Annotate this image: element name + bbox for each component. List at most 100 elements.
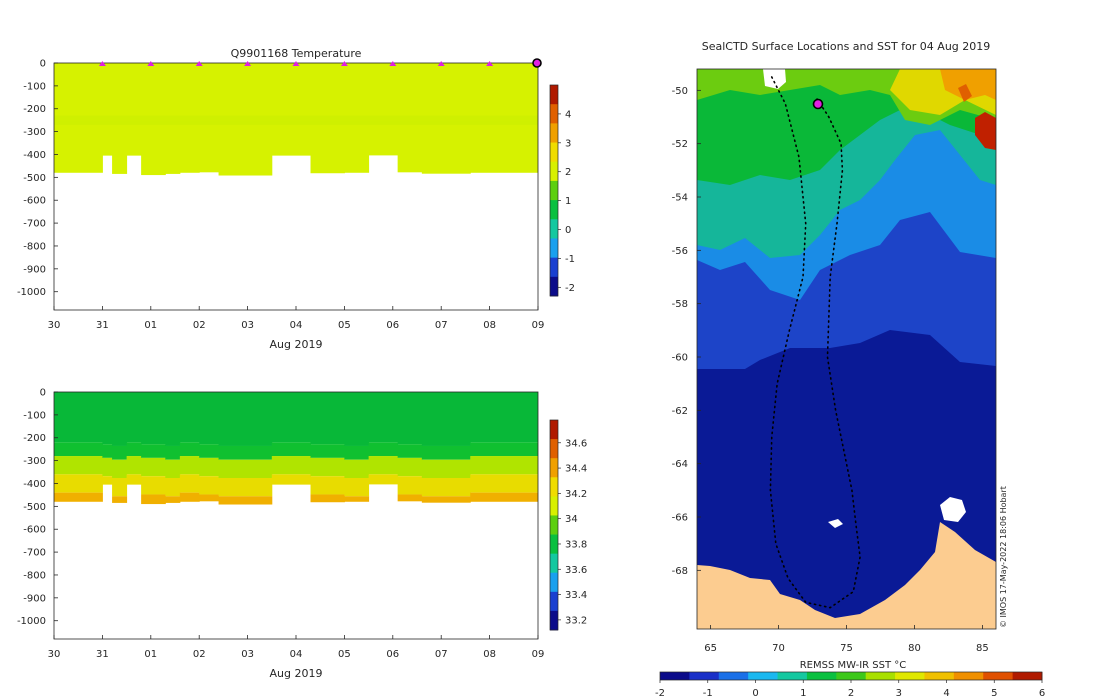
current-position-marker: [532, 58, 542, 68]
lon-tick-label: 80: [908, 643, 921, 654]
surfacing-markers: [98, 61, 494, 66]
y-tick-label: -800: [23, 241, 46, 252]
salinity-band: [470, 442, 538, 457]
latitude-axis: -50 -52 -54 -56 -58 -60 -62 -64 -66 -68: [672, 86, 701, 577]
salinity-band: [344, 496, 370, 502]
colorbar-tick-label: 1: [565, 196, 571, 207]
salinity-band: [218, 496, 273, 505]
x-tick-label: 03: [241, 320, 254, 331]
y-tick-label: -300: [23, 127, 46, 138]
salinity-band: [421, 496, 471, 503]
salinity-band: [54, 456, 103, 475]
y-tick-label: -500: [23, 173, 46, 184]
salinity-band: [397, 476, 423, 495]
salinity-band: [310, 476, 345, 495]
y-tick-label: -1000: [17, 287, 46, 298]
x-tick-label: 05: [338, 649, 351, 660]
colorbar-tick-label: 33.4: [565, 590, 587, 601]
lat-tick-label: -60: [672, 353, 688, 364]
imos-credit: © IMOS 17-May-2022 18:06 Hobart: [999, 486, 1008, 628]
sst-colorbar-swatch: [983, 672, 1014, 680]
temperature-panel-title: Q9901168 Temperature: [231, 47, 362, 60]
sst-colorbar-tick-label: -2: [655, 688, 665, 699]
salinity-band: [199, 457, 220, 477]
y-tick-label: -1000: [17, 616, 46, 627]
sst-colorbar-tick-label: 5: [991, 688, 997, 699]
colorbar-swatch: [550, 534, 558, 555]
salinity-band: [179, 442, 200, 457]
salinity-band: [199, 494, 220, 502]
x-tick-label: 08: [483, 320, 496, 331]
sst-colorbar-tick-label: 1: [800, 688, 806, 699]
salinity-band: [199, 392, 220, 445]
sst-colorbar-swatch: [865, 672, 896, 680]
x-tick-label: 31: [96, 649, 109, 660]
surfacing-marker: [437, 61, 445, 66]
sst-colorbar-swatch: [895, 672, 925, 680]
salinity-band: [344, 445, 370, 460]
salinity-band: [470, 392, 538, 443]
sst-colorbar-tick-label: 6: [1039, 688, 1045, 699]
x-tick-label: 08: [483, 649, 496, 660]
surfacing-marker: [340, 61, 348, 66]
x-tick-label: 03: [241, 649, 254, 660]
sst-colorbar-swatch: [777, 672, 808, 680]
colorbar-tick-label: 33.8: [565, 539, 587, 550]
salinity-band: [102, 444, 113, 458]
salinity-band: [421, 477, 471, 497]
salinity-band: [368, 456, 399, 475]
colorbar-tick-label: 34: [565, 514, 578, 525]
lat-tick-label: -66: [672, 513, 688, 524]
sst-field: [697, 69, 996, 629]
salinity-band: [218, 445, 273, 460]
salinity-band: [368, 442, 399, 457]
y-tick-label: -600: [23, 196, 46, 207]
colorbar-tick-label: 33.6: [565, 565, 587, 576]
salinity-band: [368, 392, 399, 443]
y-tick-label: -700: [23, 548, 46, 559]
salinity-band: [310, 392, 345, 445]
salinity-band: [344, 392, 370, 446]
x-tick-label: 04: [290, 320, 303, 331]
colorbar-swatch: [550, 276, 558, 297]
colorbar-swatch: [550, 515, 558, 535]
salinity-band: [126, 456, 142, 475]
colorbar-swatch: [550, 219, 558, 239]
colorbar-swatch: [550, 572, 558, 593]
temperature-profile: [126, 63, 142, 156]
y-tick-label: -300: [23, 456, 46, 467]
salinity-band: [310, 494, 345, 503]
lat-tick-label: -58: [672, 299, 688, 310]
salinity-band: [271, 442, 312, 457]
y-tick-label: -500: [23, 502, 46, 513]
salinity-band: [310, 457, 345, 477]
salinity-band: [141, 444, 166, 458]
y-tick-label: -200: [23, 104, 46, 115]
salinity-field: [54, 392, 538, 505]
lon-tick-label: 85: [976, 643, 989, 654]
salinity-band: [470, 492, 538, 502]
x-tick-label: 01: [144, 320, 157, 331]
colorbar-tick-label: 33.2: [565, 615, 587, 626]
salinity-band: [165, 445, 181, 460]
y-tick-label: -800: [23, 570, 46, 581]
lat-tick-label: -54: [672, 193, 688, 204]
temperature-x-label: Aug 2019: [270, 338, 323, 351]
y-tick-label: -600: [23, 525, 46, 536]
sst-colorbar-swatch: [953, 672, 984, 680]
colorbar-tick-label: -2: [565, 283, 575, 294]
salinity-band: [179, 392, 200, 443]
colorbar-tick-label: 3: [565, 138, 571, 149]
sst-colorbar-tick-label: 4: [943, 688, 949, 699]
lat-tick-label: -62: [672, 406, 688, 417]
salinity-band: [141, 457, 166, 477]
lat-tick-label: -56: [672, 246, 688, 257]
sst-map-title: SealCTD Surface Locations and SST for 04…: [702, 40, 991, 53]
colorbar-swatch: [550, 142, 558, 163]
x-tick-label: 31: [96, 320, 109, 331]
salinity-band: [112, 392, 128, 446]
salinity-band: [126, 442, 142, 457]
colorbar-swatch: [550, 496, 558, 516]
sst-colorbar-swatch: [660, 672, 690, 680]
